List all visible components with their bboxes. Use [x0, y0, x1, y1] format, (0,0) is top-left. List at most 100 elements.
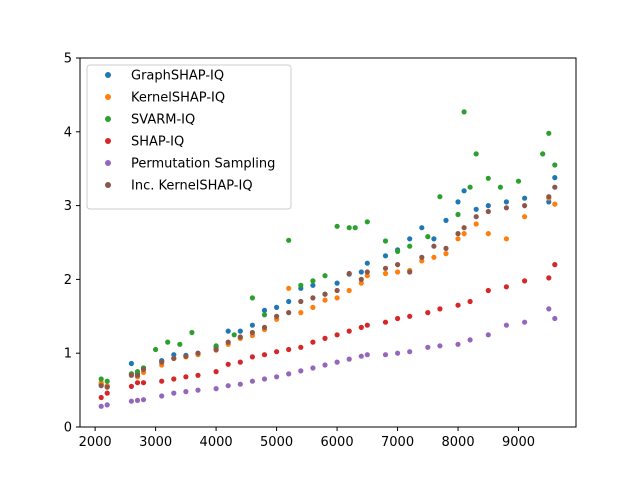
point-3-26 [425, 310, 431, 316]
point-3-16 [298, 344, 304, 350]
x-tick-label: 8000 [442, 435, 475, 450]
point-3-21 [358, 324, 364, 330]
point-0-11 [237, 328, 243, 334]
point-5-35 [546, 194, 552, 200]
point-5-7 [183, 353, 189, 359]
point-2-24 [425, 234, 431, 240]
point-5-34 [522, 203, 528, 209]
legend-marker-0 [105, 72, 111, 78]
point-4-26 [425, 344, 431, 350]
point-1-26 [419, 258, 425, 264]
point-4-14 [274, 374, 280, 380]
point-5-17 [310, 295, 316, 301]
point-5-2 [128, 372, 134, 378]
point-4-28 [455, 341, 461, 347]
point-2-13 [286, 237, 292, 243]
point-4-15 [286, 371, 292, 377]
x-tick-label: 9000 [502, 435, 535, 450]
point-2-31 [497, 184, 503, 190]
point-1-31 [473, 221, 479, 227]
legend-marker-3 [105, 138, 111, 144]
point-3-13 [261, 352, 268, 358]
point-4-31 [503, 322, 509, 328]
y-tick-label: 5 [64, 52, 72, 67]
point-4-12 [249, 378, 255, 384]
point-0-31 [473, 206, 479, 212]
point-1-21 [358, 280, 364, 286]
point-5-26 [419, 254, 425, 260]
x-tick-label: 5000 [260, 435, 293, 450]
legend-label: GraphSHAP-IQ [131, 69, 224, 84]
point-2-11 [249, 295, 255, 301]
point-4-34 [552, 315, 558, 322]
point-2-33 [540, 151, 546, 157]
point-2-9 [213, 343, 219, 349]
point-5-23 [382, 265, 389, 271]
point-0-34 [522, 195, 528, 201]
point-5-24 [395, 262, 401, 268]
point-5-10 [225, 339, 231, 345]
point-1-19 [334, 295, 340, 301]
point-0-15 [286, 298, 292, 305]
point-5-13 [261, 324, 268, 330]
x-tick-label: 4000 [200, 435, 233, 450]
point-0-21 [358, 269, 364, 275]
point-3-8 [195, 372, 201, 378]
point-3-20 [346, 328, 352, 334]
point-0-36 [552, 175, 558, 181]
y-tick-label: 3 [64, 199, 72, 214]
point-3-0 [98, 394, 104, 401]
point-3-29 [467, 298, 473, 305]
point-2-7 [177, 341, 183, 347]
point-5-31 [473, 214, 479, 220]
point-2-6 [165, 339, 171, 345]
point-1-28 [443, 251, 449, 257]
point-4-20 [346, 356, 352, 362]
point-2-5 [153, 346, 159, 353]
point-5-28 [443, 245, 449, 251]
point-0-28 [443, 217, 449, 223]
point-4-5 [159, 393, 165, 399]
point-1-18 [322, 297, 328, 303]
x-tick-label: 3000 [139, 435, 172, 450]
point-2-8 [189, 329, 195, 336]
point-3-19 [334, 332, 340, 338]
point-2-26 [455, 211, 461, 218]
point-0-14 [274, 304, 280, 310]
legend-marker-5 [105, 182, 111, 188]
point-5-4 [140, 366, 147, 372]
point-2-32 [515, 178, 522, 184]
point-3-6 [171, 376, 177, 382]
point-0-10 [225, 328, 231, 334]
point-3-34 [552, 262, 558, 268]
y-axis-ticks: 0 1 2 3 4 5 [64, 52, 80, 436]
point-1-15 [286, 285, 292, 291]
point-2-30 [485, 175, 491, 181]
point-5-36 [552, 184, 558, 190]
point-2-23 [407, 243, 413, 249]
point-0-22 [364, 260, 370, 266]
point-4-18 [322, 362, 328, 368]
axes-frame [79, 57, 577, 428]
point-4-3 [134, 397, 141, 403]
point-2-35 [552, 162, 558, 168]
point-5-9 [213, 346, 219, 353]
point-5-0 [98, 383, 104, 389]
point-0-33 [503, 199, 509, 205]
point-5-19 [334, 287, 340, 294]
point-5-30 [461, 225, 467, 231]
point-2-25 [437, 194, 443, 200]
point-4-7 [183, 389, 189, 395]
point-0-19 [334, 280, 340, 286]
point-2-17 [334, 223, 340, 229]
point-2-15 [310, 278, 316, 284]
legend-box [86, 64, 292, 210]
point-4-16 [298, 368, 304, 374]
point-3-33 [546, 275, 552, 281]
point-3-11 [237, 359, 243, 365]
point-5-20 [346, 270, 352, 277]
point-4-10 [225, 383, 231, 389]
legend-label: KernelSHAP-IQ [131, 91, 225, 106]
point-5-32 [485, 208, 491, 215]
